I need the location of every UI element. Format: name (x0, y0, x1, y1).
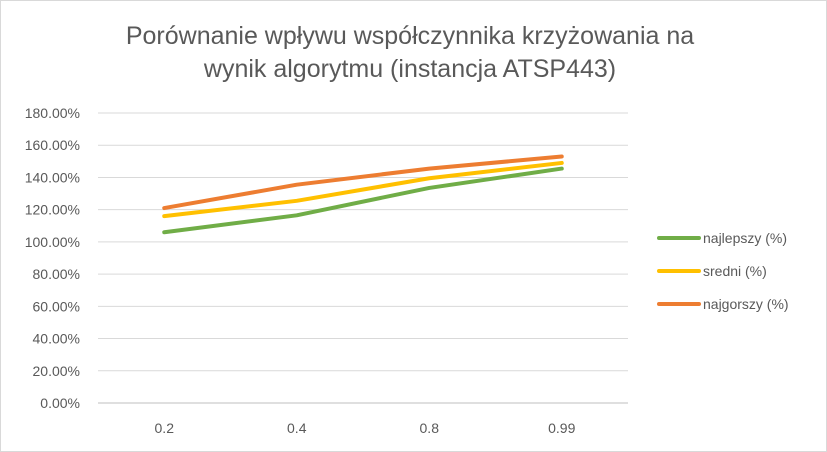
chart-title-line-2: wynik algorytmu (instancja ATSP443) (203, 55, 617, 83)
y-tick-label: 180.00% (25, 105, 80, 121)
y-tick-label: 100.00% (25, 234, 80, 250)
y-tick-label: 40.00% (33, 331, 80, 347)
legend-label: najgorszy (%) (703, 296, 789, 312)
x-tick-label: 0.8 (420, 420, 440, 436)
chart-title-line-1: Porównanie wpływu współczynnika krzyżowa… (125, 22, 695, 50)
legend-label: najlepszy (%) (703, 230, 787, 246)
y-tick-label: 80.00% (33, 266, 80, 282)
x-tick-label: 0.99 (548, 420, 575, 436)
y-tick-label: 60.00% (33, 298, 80, 314)
y-tick-label: 140.00% (25, 169, 80, 185)
y-tick-label: 20.00% (33, 363, 80, 379)
y-tick-label: 160.00% (25, 137, 80, 153)
x-tick-label: 0.4 (287, 420, 307, 436)
y-tick-label: 0.00% (40, 395, 80, 411)
legend-label: sredni (%) (703, 263, 767, 279)
chart-title: Porównanie wpływu współczynnika krzyżowa… (60, 20, 760, 86)
series-line-2 (162, 160, 564, 219)
y-tick-label: 120.00% (25, 202, 80, 218)
x-tick-label: 0.2 (155, 420, 175, 436)
series-line-1 (162, 166, 564, 235)
series-line-3 (162, 154, 564, 211)
